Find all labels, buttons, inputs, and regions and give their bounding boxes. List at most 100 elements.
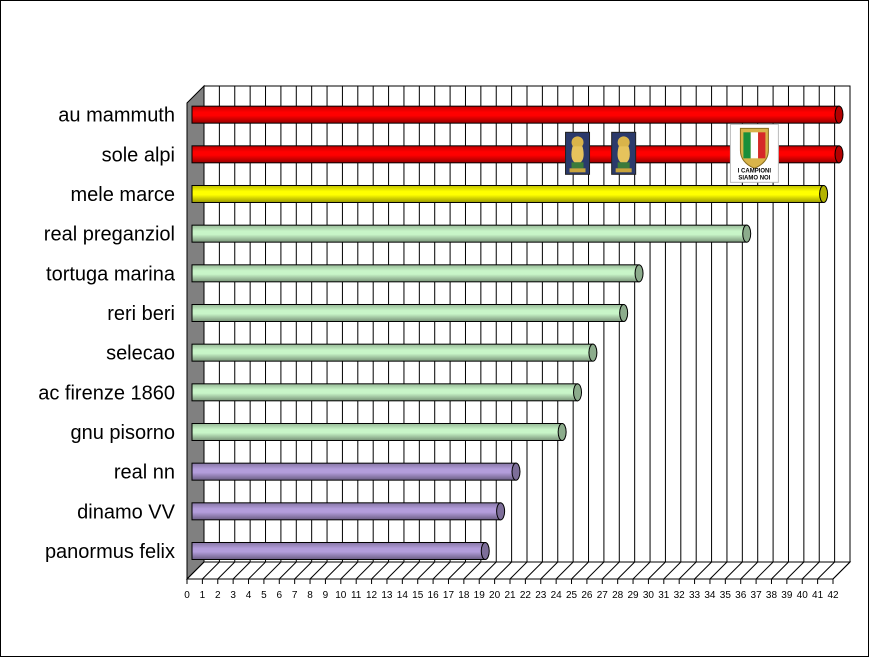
floor-gridline [232, 561, 251, 580]
x-tick-label: 16 [428, 590, 440, 601]
x-tick-label: 21 [504, 590, 516, 601]
floor-gridline [202, 561, 220, 580]
x-tick-label: 11 [351, 590, 362, 601]
x-tick-label: 2 [215, 590, 221, 601]
x-tick-label: 38 [766, 590, 778, 601]
floor-gridline [263, 561, 282, 580]
floor-gridline [663, 561, 682, 580]
x-tick-label: 4 [246, 590, 252, 601]
x-tick-label: 6 [277, 590, 283, 601]
x-tick-label: 3 [230, 590, 236, 601]
x-tick-label: 8 [307, 590, 313, 601]
x-tick-label: 0 [184, 590, 190, 601]
x-tick-label: 7 [292, 590, 298, 601]
category-label: selecao [106, 343, 175, 365]
world-cup-trophy-icon [565, 131, 591, 175]
bar-end-cap [742, 224, 752, 243]
x-tick-label: 22 [520, 590, 532, 601]
floor-gridline [248, 561, 266, 580]
floor-gridline [509, 561, 528, 580]
floor-gridline [278, 561, 297, 580]
x-tick-label: 41 [812, 590, 824, 601]
floor-gridline [555, 561, 574, 580]
floor-gridline [340, 561, 359, 580]
x-tick-label: 36 [735, 590, 747, 601]
floor-gridline [817, 561, 835, 580]
category-label: gnu pisorno [70, 422, 175, 444]
floor-gridline [571, 561, 589, 580]
x-tick-label: 33 [689, 590, 701, 601]
floor-gridline [632, 561, 651, 580]
floor-gridline [494, 561, 512, 580]
x-tick-label: 1 [200, 590, 206, 601]
x-tick-label: 35 [720, 590, 732, 601]
floor-gridline [617, 561, 636, 580]
floor-gridline [832, 561, 851, 580]
x-tick-label: 26 [581, 590, 593, 601]
x-tick-label: 12 [366, 590, 378, 601]
badge-text: I CAMPIONI [738, 168, 772, 174]
floor-gridline [309, 561, 328, 580]
floor-gridline [801, 561, 820, 580]
x-tick-label: 39 [781, 590, 793, 601]
bar-end-cap [557, 422, 567, 441]
floor-gridline [386, 561, 405, 580]
bar-end-cap [819, 184, 829, 203]
x-tick-label: 34 [704, 590, 716, 601]
x-tick-label: 42 [827, 590, 839, 601]
floor-gridline [448, 561, 466, 580]
floor-gridline [186, 561, 205, 580]
floor-gridline [371, 561, 389, 580]
category-label: mele marce [71, 184, 175, 206]
x-tick-label: 25 [566, 590, 578, 601]
badge-text: SIAMO NOI [738, 175, 770, 181]
x-tick-label: 19 [474, 590, 486, 601]
floor-gridline [325, 561, 343, 580]
x-tick-label: 14 [397, 590, 409, 601]
category-label: panormus felix [45, 541, 175, 563]
floor-gridline [355, 561, 374, 580]
category-label: real preganziol [44, 224, 175, 246]
floor-gridline [694, 561, 712, 580]
x-tick-label: 18 [458, 590, 470, 601]
category-label: reri beri [107, 303, 175, 325]
bar [191, 105, 840, 124]
world-cup-trophy-icon [611, 131, 637, 175]
x-tick-label: 31 [658, 590, 670, 601]
floor-gridline [540, 561, 559, 580]
category-label: real nn [114, 462, 175, 484]
category-label: ac firenze 1860 [38, 382, 175, 404]
floor-gridline [478, 561, 497, 580]
x-tick-label: 15 [412, 590, 424, 601]
bar-end-cap [834, 145, 844, 164]
floor-gridline [678, 561, 697, 580]
x-tick-label: 13 [381, 590, 393, 601]
x-tick-label: 29 [627, 590, 639, 601]
floor-gridline [463, 561, 482, 580]
bar-end-cap [573, 383, 583, 402]
bar-end-cap [480, 541, 490, 560]
floor-gridline [709, 561, 728, 580]
category-label: dinamo VV [77, 501, 175, 523]
bar-end-cap [511, 462, 521, 481]
floor-gridline [601, 561, 620, 580]
x-tick-label: 23 [535, 590, 547, 601]
bar-end-cap [834, 105, 844, 124]
floor-gridline [294, 561, 313, 580]
bar [191, 303, 625, 322]
x-tick-label: 40 [797, 590, 809, 601]
bar [191, 343, 594, 362]
floor-gridline [771, 561, 789, 580]
category-label: au mammuth [58, 105, 175, 127]
x-tick-label: 24 [551, 590, 563, 601]
bar-end-cap [634, 264, 644, 283]
floor-gridline [786, 561, 805, 580]
bar-end-cap [619, 303, 629, 322]
category-label: tortuga marina [46, 263, 176, 285]
floor-gridline [648, 561, 666, 580]
floor-gridline [755, 561, 774, 580]
x-tick-label: 28 [612, 590, 624, 601]
floor-gridline [724, 561, 743, 580]
bar [191, 422, 563, 441]
